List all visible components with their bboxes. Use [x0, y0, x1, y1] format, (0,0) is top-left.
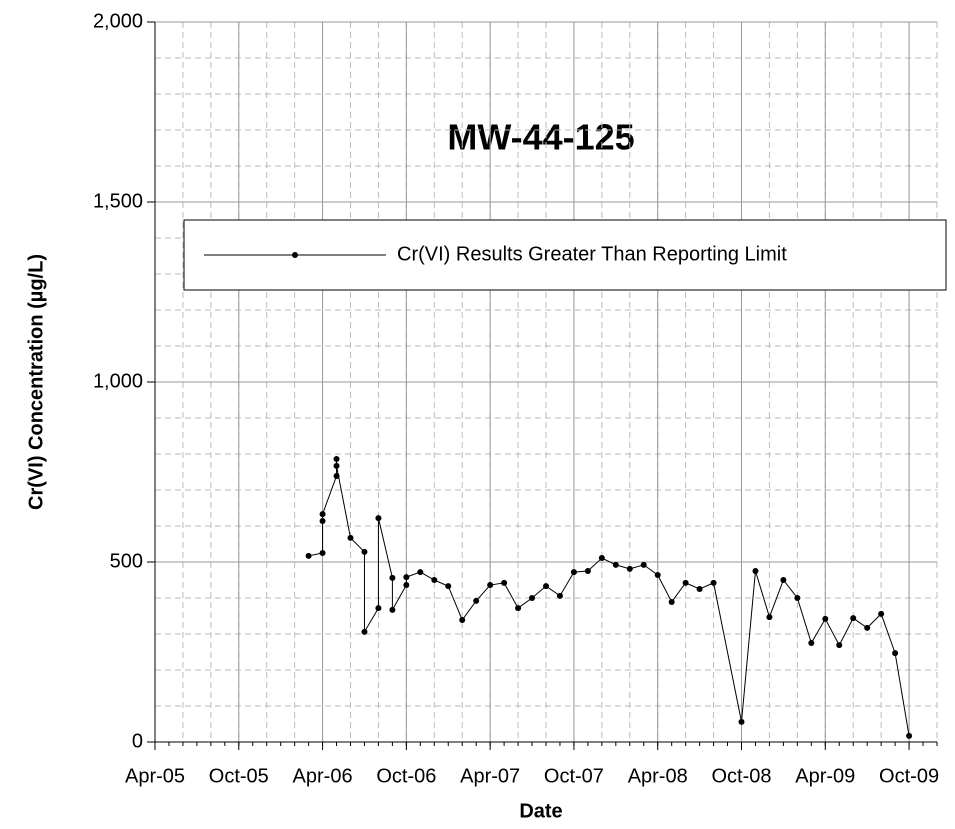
- data-point: [445, 583, 452, 590]
- data-point: [375, 605, 382, 612]
- x-tick-label: Oct-05: [209, 765, 269, 787]
- data-point: [766, 614, 773, 621]
- data-point: [333, 462, 340, 469]
- x-axis-label: Date: [519, 800, 562, 822]
- x-tick-label: Apr-05: [125, 765, 185, 787]
- x-tick-label: Apr-07: [460, 765, 520, 787]
- data-point: [403, 574, 410, 581]
- data-point: [640, 561, 647, 568]
- data-point: [305, 552, 312, 559]
- data-point: [529, 595, 536, 601]
- data-point: [459, 616, 466, 623]
- data-point: [333, 472, 340, 479]
- y-tick-label: 2,000: [93, 10, 143, 32]
- chart-title: MW-44-125: [447, 117, 634, 158]
- data-point: [738, 718, 745, 725]
- data-point: [556, 592, 563, 599]
- data-point: [892, 650, 899, 657]
- data-point: [612, 561, 619, 568]
- x-tick-label: Oct-09: [879, 765, 939, 787]
- data-point: [584, 568, 591, 574]
- series-line: [308, 459, 910, 736]
- data-point: [710, 579, 717, 586]
- data-point: [347, 534, 354, 541]
- x-tick-label: Oct-06: [376, 765, 436, 787]
- legend-label: Cr(VI) Results Greater Than Reporting Li…: [397, 243, 787, 265]
- data-point: [389, 574, 396, 581]
- y-tick-label: 500: [110, 550, 143, 572]
- data-point: [836, 642, 843, 649]
- data-point: [626, 565, 633, 572]
- data-point: [696, 586, 703, 592]
- data-point: [598, 555, 605, 562]
- data-point: [682, 579, 689, 586]
- data-point: [864, 624, 871, 631]
- x-tick-label: Apr-09: [795, 765, 855, 787]
- data-point: [543, 583, 549, 590]
- data-point: [333, 456, 340, 463]
- data-point: [906, 732, 913, 739]
- data-point: [752, 568, 759, 574]
- data-point: [780, 577, 787, 583]
- y-tick-label: 0: [132, 730, 143, 752]
- y-axis-label: Cr(VI) Concentration (µg/L): [25, 254, 47, 510]
- data-point: [319, 517, 326, 524]
- data-point: [501, 579, 508, 586]
- data-point: [417, 569, 424, 576]
- x-tick-label: Apr-06: [293, 765, 353, 787]
- data-point: [473, 597, 480, 604]
- data-point: [850, 615, 857, 622]
- data-point: [570, 569, 577, 576]
- data-point: [822, 615, 829, 622]
- data-point: [668, 598, 675, 605]
- data-point: [794, 595, 801, 601]
- x-tick-label: Apr-08: [628, 765, 688, 787]
- data-point: [878, 610, 885, 617]
- data-point: [361, 628, 368, 635]
- data-point: [319, 550, 326, 556]
- x-tick-label: Oct-07: [544, 765, 604, 787]
- data-point: [654, 571, 661, 578]
- y-tick-label: 1,500: [93, 190, 143, 212]
- x-tick-label: Oct-08: [711, 765, 771, 787]
- data-point: [808, 640, 815, 646]
- data-point: [361, 548, 368, 555]
- data-point: [319, 511, 326, 518]
- data-point: [389, 606, 396, 613]
- data-point: [515, 605, 522, 612]
- data-point: [431, 577, 438, 583]
- y-tick-label: 1,000: [93, 370, 143, 392]
- data-point: [487, 582, 494, 589]
- legend-marker: [292, 252, 298, 258]
- data-point: [403, 582, 410, 589]
- data-point: [375, 515, 382, 522]
